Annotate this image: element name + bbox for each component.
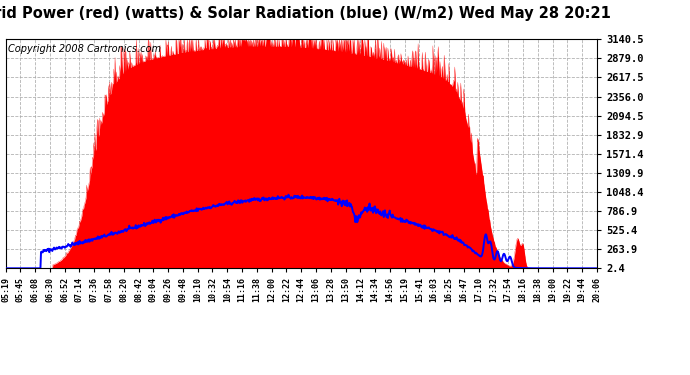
Text: Grid Power (red) (watts) & Solar Radiation (blue) (W/m2) Wed May 28 20:21: Grid Power (red) (watts) & Solar Radiati… [0, 6, 611, 21]
Text: Copyright 2008 Cartronics.com: Copyright 2008 Cartronics.com [8, 44, 161, 54]
